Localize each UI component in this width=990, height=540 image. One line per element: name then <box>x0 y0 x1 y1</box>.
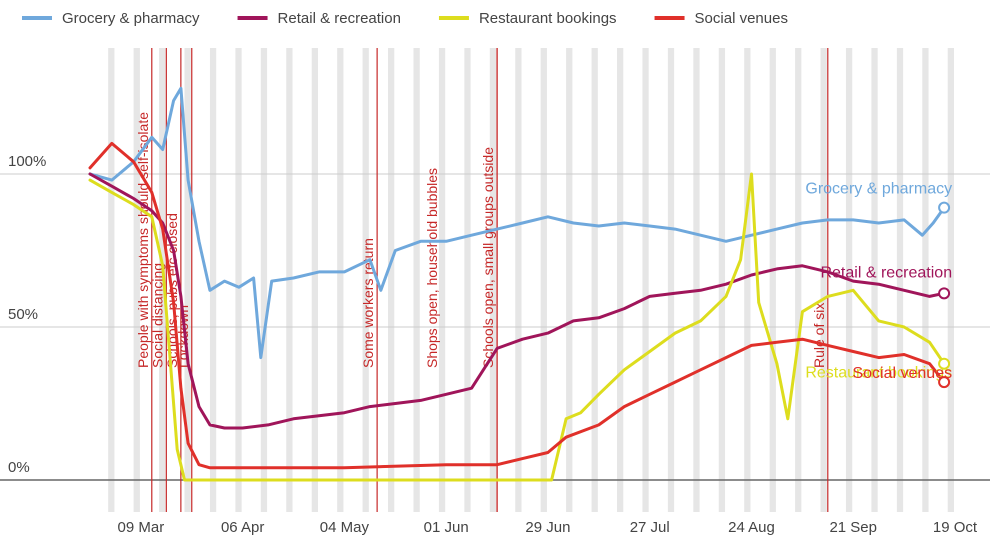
weekend-band <box>667 48 675 512</box>
weekend-band <box>591 48 598 512</box>
x-tick-label: 21 Sep <box>829 519 877 536</box>
x-tick-label: 09 Mar <box>118 519 165 536</box>
series-end-label: Restaurant bookings <box>805 365 952 382</box>
axes: 0% 50% 100% 09 Mar 06 Apr 04 May 01 Jun 29 Jun 2… <box>8 153 978 536</box>
series-line-social-venues <box>88 141 946 470</box>
weekend-band <box>693 48 700 512</box>
weekend-band <box>820 48 827 512</box>
weekend-band <box>209 48 217 512</box>
series-end-marker <box>938 376 951 389</box>
legend-label: Grocery & pharmacy <box>62 10 200 27</box>
weekend-band <box>362 48 369 512</box>
weekend-band <box>744 48 751 512</box>
x-tick-label: 27 Jul <box>630 519 670 536</box>
weekend-band <box>795 48 802 512</box>
x-tick-label: 04 May <box>320 519 370 536</box>
event-label: Shops open, household bubbles <box>424 168 440 368</box>
x-tick-label: 19 Oct <box>933 519 978 536</box>
end-labels: Grocery & pharmacy Retail & recreation Res… <box>805 181 952 389</box>
legend-label: Retail & recreation <box>278 10 401 27</box>
x-tick-label: 01 Jun <box>424 519 469 536</box>
y-tick-label: 0% <box>8 459 30 476</box>
y-tick-label: 100% <box>8 153 46 170</box>
event-label: Some workers return <box>360 238 376 368</box>
weekend-band <box>896 48 904 512</box>
event-label: Social distancing <box>149 263 165 368</box>
weekend-band <box>388 48 395 512</box>
weekend-band <box>947 48 954 512</box>
series-end-label: Social venues <box>852 365 952 382</box>
series-end-marker <box>938 287 951 300</box>
weekend-band <box>464 48 471 512</box>
weekend-band <box>235 48 242 512</box>
weekend-band <box>159 48 166 512</box>
weekend-band <box>566 48 573 512</box>
series-line-retail-and-recreation <box>88 172 946 430</box>
weekend-band <box>515 48 522 512</box>
weekend-band <box>642 48 649 512</box>
weekend-band <box>871 48 878 512</box>
event-label: People with symptoms should self-isolate <box>135 112 151 368</box>
weekend-band <box>489 48 497 512</box>
weekend-band <box>108 48 115 512</box>
weekend-band <box>311 48 318 512</box>
weekend-band <box>540 48 547 512</box>
legend-label: Restaurant bookings <box>479 10 617 27</box>
weekend-band <box>769 48 776 512</box>
event-label: Rule of six <box>811 303 827 368</box>
weekend-band <box>718 48 726 512</box>
weekend-band <box>413 48 420 512</box>
weekend-band <box>184 48 191 512</box>
legend-label: Social venues <box>695 10 788 27</box>
x-tick-label: 29 Jun <box>525 519 570 536</box>
weekend-band <box>260 48 268 512</box>
series-line-restaurant-bookings <box>88 172 946 482</box>
series-end-label: Grocery & pharmacy <box>805 181 952 198</box>
weekend-band <box>616 48 624 512</box>
series-end-marker <box>938 357 951 370</box>
event-label: Schools open, small groups outside <box>480 147 496 368</box>
weekend-band <box>922 48 929 512</box>
y-tick-label: 50% <box>8 306 38 323</box>
series-lines <box>88 86 946 482</box>
series-line-grocery-and-pharmacy <box>88 86 946 360</box>
x-tick-label: 06 Apr <box>221 519 264 536</box>
series-end-label: Retail & recreation <box>820 264 952 281</box>
x-tick-label: 24 Aug <box>728 519 775 536</box>
weekend-band <box>133 48 140 512</box>
weekend-band <box>438 48 446 512</box>
weekend-band <box>337 48 344 512</box>
series-end-marker <box>938 201 951 214</box>
legend: Grocery & pharmacy Retail & recreation Res… <box>22 10 788 27</box>
